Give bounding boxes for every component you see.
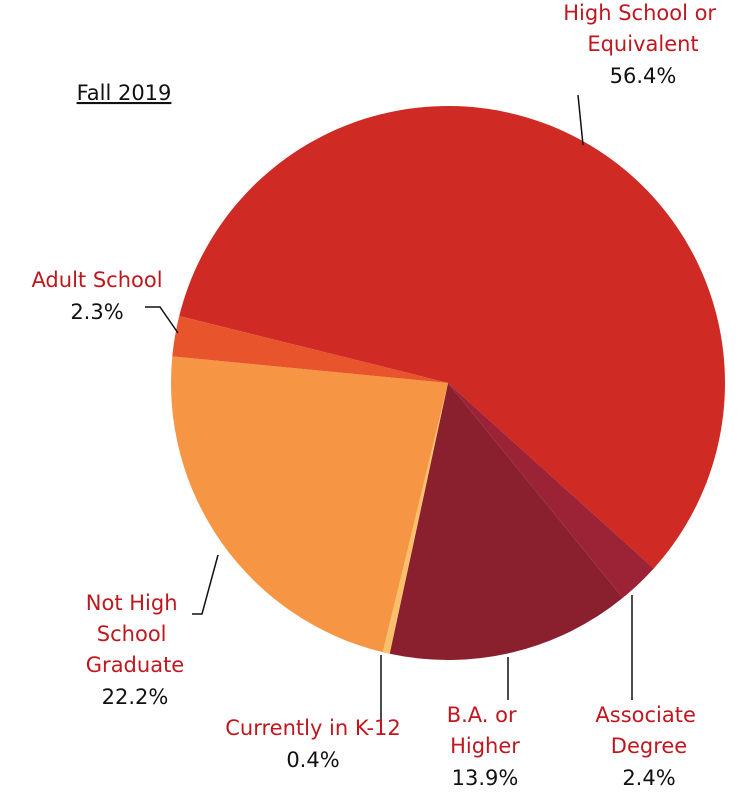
value-label: 2.4% <box>622 766 675 790</box>
value-label: 56.4% <box>610 64 677 88</box>
value-label: 13.9% <box>452 766 519 790</box>
pie-slice <box>389 383 623 661</box>
value-label: 22.2% <box>102 685 169 709</box>
value-label: 0.4% <box>286 748 339 772</box>
leader-line <box>192 554 219 615</box>
leader-line <box>145 306 179 334</box>
pie-slice <box>448 383 654 598</box>
pie-slice <box>179 105 726 569</box>
value-label: 2.3% <box>70 300 123 324</box>
slice-label: High School or Equivalent <box>563 1 723 56</box>
leader-line <box>577 94 584 146</box>
slice-label: B.A. or Higher <box>447 703 524 758</box>
slice-label: Not High School Graduate <box>86 591 184 677</box>
pie-slice <box>172 315 448 383</box>
pie-slice <box>171 356 449 653</box>
slice-label: Currently in K-12 <box>225 716 401 740</box>
slice-label: Associate Degree <box>595 703 702 758</box>
pie-slice <box>382 383 448 654</box>
slice-label: Adult School <box>31 268 162 292</box>
chart-title: Fall 2019 <box>77 81 172 105</box>
